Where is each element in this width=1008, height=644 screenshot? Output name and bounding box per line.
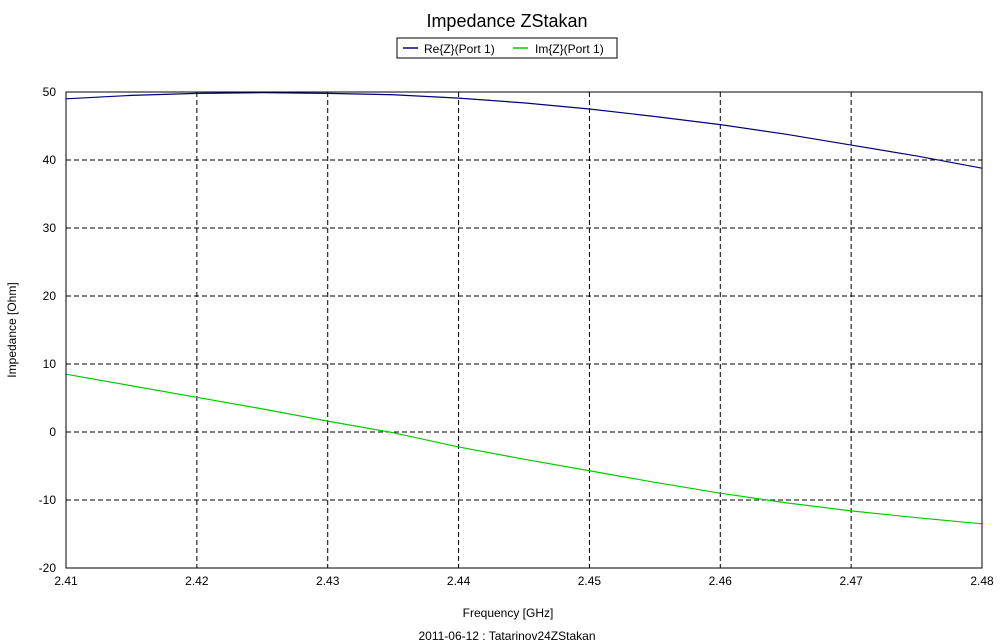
x-tick-label: 2.48	[970, 574, 994, 588]
series-line-im	[65, 373, 983, 525]
legend: Re{Z}(Port 1) Im{Z}(Port 1)	[396, 37, 618, 59]
x-tick-label: 2.45	[578, 574, 602, 588]
y-tick-label: 10	[43, 357, 57, 371]
legend-label-im: Im{Z}(Port 1)	[535, 42, 604, 56]
y-tick-label: 20	[43, 289, 57, 303]
legend-box	[396, 37, 618, 59]
series-lines	[65, 92, 983, 525]
plot-frame	[65, 91, 983, 569]
x-tick-label: 2.44	[447, 574, 471, 588]
x-tick-label: 2.42	[185, 574, 209, 588]
legend-label-re: Re{Z}(Port 1)	[424, 42, 495, 56]
tick-labels: 2.41 2.42 2.43 2.44 2.45 2.46 2.47 2.48 50 40 30 20…	[39, 85, 994, 588]
series-line-re	[65, 92, 983, 169]
grid	[66, 92, 982, 568]
y-tick-label: 0	[49, 425, 56, 439]
y-tick-label: 50	[43, 85, 57, 99]
x-tick-label: 2.41	[54, 574, 78, 588]
y-tick-label: -10	[39, 493, 57, 507]
chart-title: Impedance ZStakan	[426, 11, 587, 31]
x-axis-label: Frequency [GHz]	[463, 606, 554, 620]
y-tick-label: 40	[43, 153, 57, 167]
y-tick-label: -20	[39, 561, 57, 575]
x-tick-label: 2.43	[316, 574, 340, 588]
x-tick-label: 2.47	[839, 574, 863, 588]
footer-text: 2011-06-12 : Tatarinov24ZStakan	[418, 629, 595, 643]
y-axis-label: Impedance [Ohm]	[5, 282, 19, 377]
y-tick-label: 30	[43, 221, 57, 235]
x-tick-label: 2.46	[709, 574, 733, 588]
